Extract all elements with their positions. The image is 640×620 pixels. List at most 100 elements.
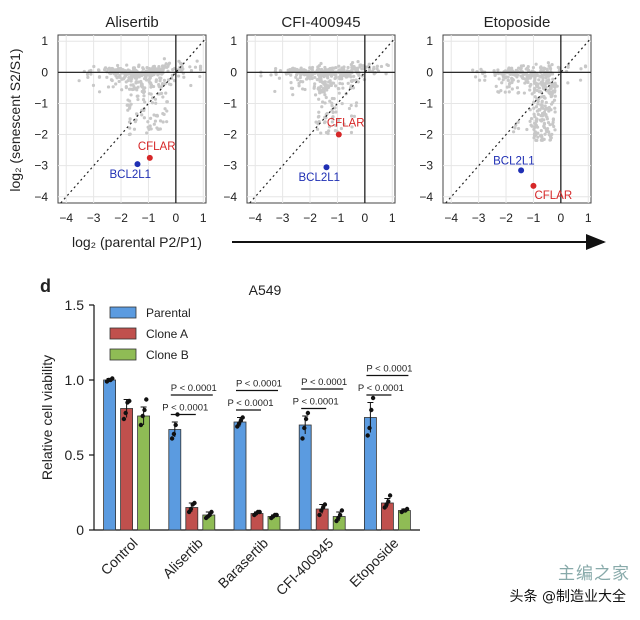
background-point <box>553 106 557 110</box>
x-tick-label: −2 <box>303 211 317 225</box>
background-point <box>544 113 548 117</box>
background-point <box>372 67 376 71</box>
background-point <box>297 81 301 86</box>
background-point <box>163 107 167 111</box>
background-point <box>146 120 150 124</box>
significance-label: P < 0.0001 <box>227 398 273 409</box>
background-point <box>532 106 536 110</box>
background-point <box>111 85 115 89</box>
background-point <box>141 66 145 70</box>
background-point <box>323 101 327 105</box>
background-point <box>308 66 312 70</box>
x-tick-label: −1 <box>527 211 541 225</box>
background-point <box>510 81 514 85</box>
background-point <box>133 76 138 80</box>
background-point <box>149 92 153 96</box>
background-point <box>323 120 327 124</box>
background-point <box>327 129 331 133</box>
x-tick-label: Control <box>97 535 140 578</box>
background-point <box>553 128 557 132</box>
background-point <box>338 81 342 85</box>
background-point <box>153 97 158 101</box>
background-point <box>129 93 133 97</box>
background-point <box>129 79 133 83</box>
background-point <box>322 87 326 91</box>
background-point <box>533 81 537 85</box>
background-point <box>295 73 299 77</box>
background-point <box>519 74 523 78</box>
background-point <box>542 118 546 122</box>
background-point <box>155 114 160 118</box>
background-point <box>534 62 538 66</box>
background-point <box>330 104 334 108</box>
y-tick-label: −3 <box>223 159 237 173</box>
background-point <box>315 78 319 82</box>
background-point <box>552 98 557 102</box>
background-point <box>118 73 122 78</box>
background-point <box>148 116 153 120</box>
panel-title: CFI-400945 <box>281 14 360 31</box>
x-tick-label: −4 <box>444 211 458 225</box>
background-point <box>350 79 354 84</box>
background-point <box>349 130 354 135</box>
bar <box>298 424 312 531</box>
background-point <box>337 91 341 95</box>
diagonal-reference-line <box>60 37 207 204</box>
background-point <box>547 105 551 110</box>
background-point <box>503 90 507 94</box>
background-point <box>129 72 133 77</box>
background-point <box>148 74 152 79</box>
shared-x-axis-label: log₂ (parental P2/P1) <box>72 234 202 250</box>
background-point <box>583 64 588 68</box>
background-point <box>532 127 536 132</box>
replicate-point <box>337 512 343 518</box>
background-point <box>547 109 551 113</box>
replicate-point <box>365 433 370 438</box>
y-tick-label: 0 <box>76 522 84 538</box>
background-point <box>546 120 551 125</box>
background-point <box>540 100 544 104</box>
scatter-panel-etoposide: Etoposide −4 −3 −2 −1 0 1 1 0 −1 −2 −3 −4 BCL2L1 CFLAR <box>419 14 592 225</box>
background-point <box>566 63 570 67</box>
background-point <box>110 78 114 83</box>
background-point <box>162 112 166 116</box>
background-point <box>116 63 120 68</box>
background-point <box>310 65 315 70</box>
x-tick-label: 1 <box>585 211 592 225</box>
background-point <box>128 132 132 136</box>
background-point <box>541 106 545 110</box>
replicate-point <box>138 422 144 428</box>
background-point <box>553 94 557 98</box>
background-point <box>142 94 146 98</box>
background-point <box>337 87 341 91</box>
background-point <box>551 84 556 88</box>
y-tick-label: −2 <box>34 128 48 142</box>
background-point <box>136 80 141 84</box>
background-point <box>140 82 144 86</box>
background-point <box>160 82 165 87</box>
background-point <box>334 123 338 128</box>
replicate-point <box>404 506 410 512</box>
background-point <box>542 124 546 128</box>
background-point <box>354 101 359 105</box>
background-point <box>128 99 132 103</box>
background-point <box>349 62 353 67</box>
background-point <box>179 68 184 72</box>
highlight-label-cflar: CFLAR <box>534 190 572 202</box>
x-tick-label: 1 <box>389 211 396 225</box>
background-point <box>124 86 128 90</box>
background-point <box>120 88 124 92</box>
background-point <box>317 110 321 114</box>
background-point <box>351 66 355 70</box>
background-point <box>147 80 151 84</box>
background-point <box>549 86 553 90</box>
background-point <box>517 66 521 70</box>
background-point <box>551 118 556 122</box>
background-point <box>514 123 518 127</box>
background-point <box>539 128 543 133</box>
background-point <box>137 63 141 67</box>
background-point <box>530 92 534 96</box>
background-point <box>180 64 184 69</box>
background-point <box>546 61 550 65</box>
replicate-point <box>367 425 372 431</box>
